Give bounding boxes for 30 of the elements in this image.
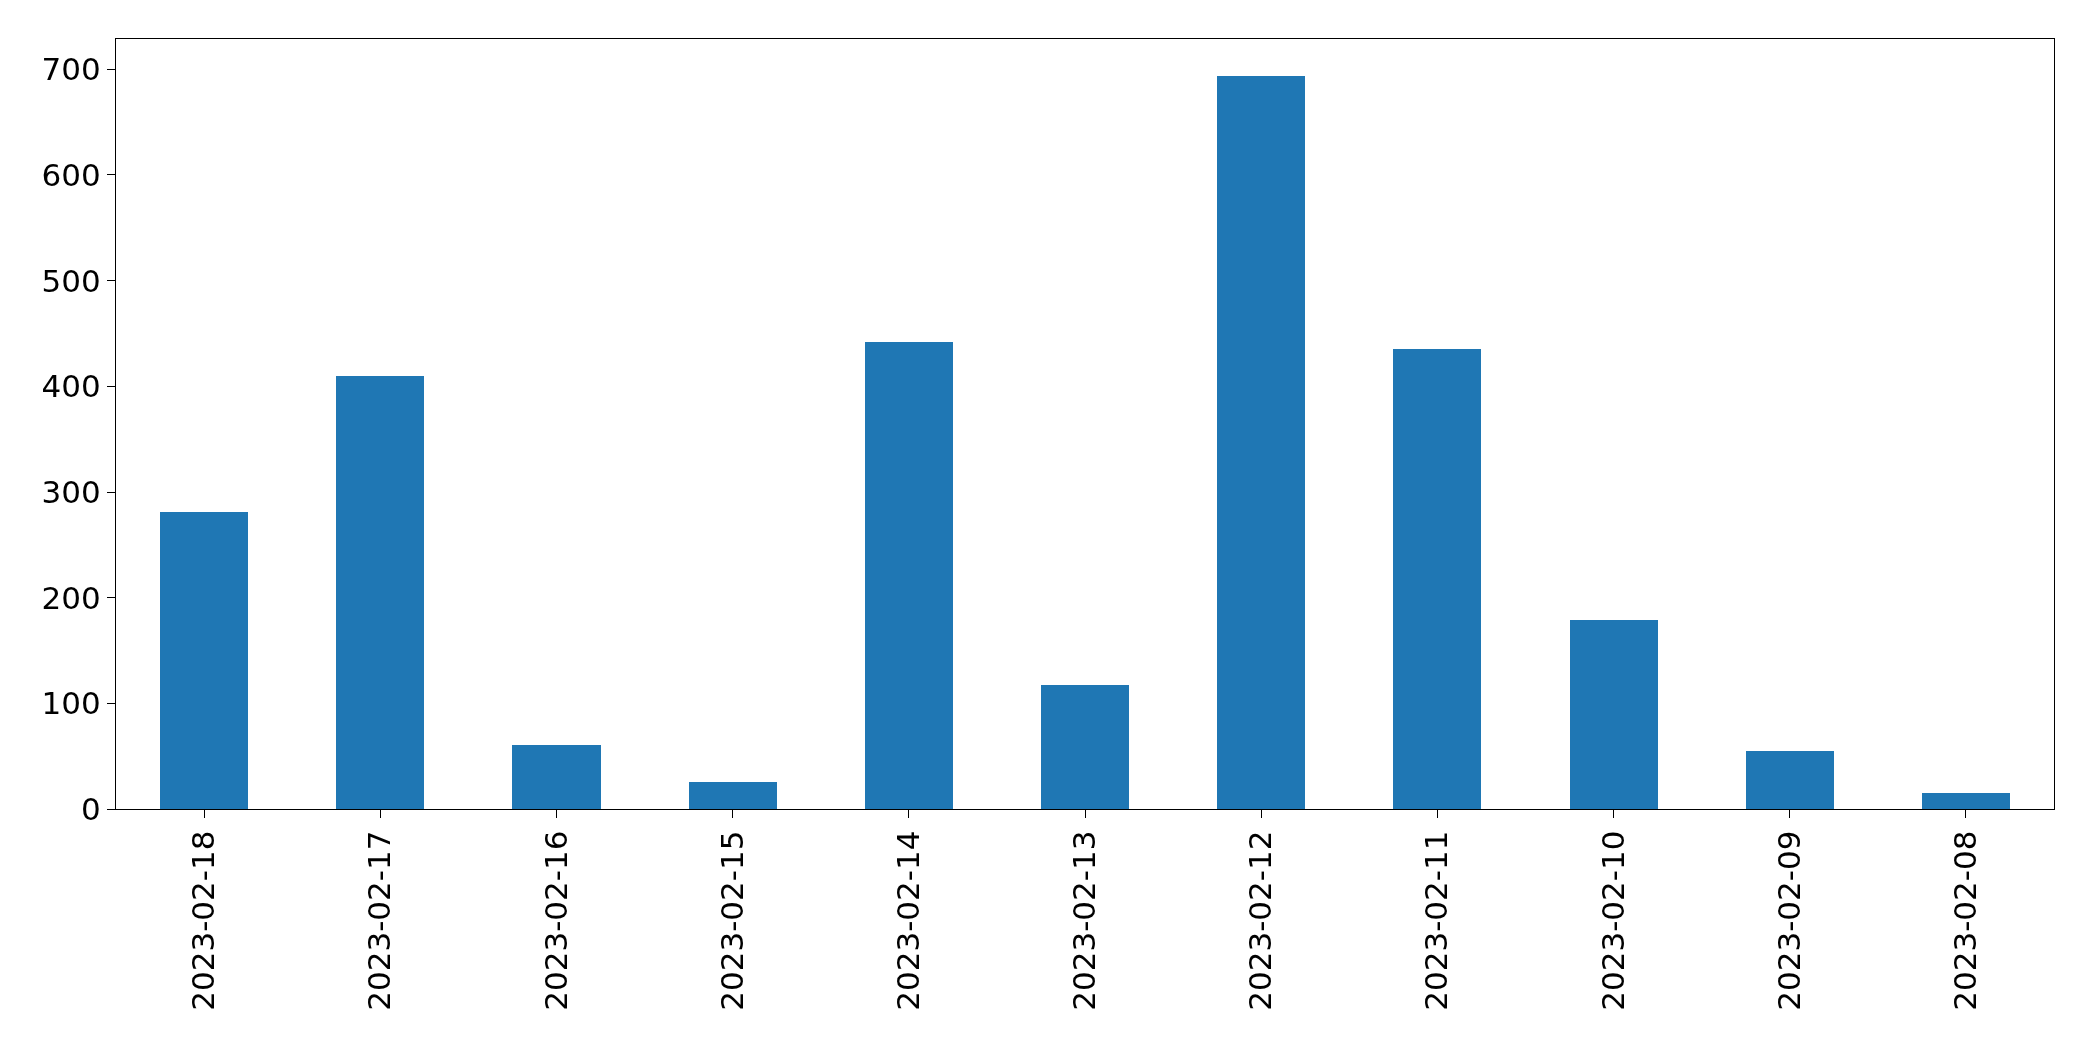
bar bbox=[689, 782, 777, 809]
bar bbox=[1217, 76, 1305, 809]
x-tick-label: 2023-02-13 bbox=[1066, 830, 1103, 1011]
bar bbox=[865, 342, 953, 809]
x-tick-label: 2023-02-12 bbox=[1242, 830, 1279, 1011]
x-tick-label: 2023-02-11 bbox=[1418, 830, 1455, 1011]
y-tick-label: 700 bbox=[41, 51, 101, 88]
x-tick-label: 2023-02-08 bbox=[1946, 830, 1983, 1011]
bar bbox=[1393, 349, 1481, 809]
x-tick-label: 2023-02-18 bbox=[185, 830, 222, 1011]
x-tick-label: 2023-02-15 bbox=[713, 830, 750, 1011]
y-tick-label: 500 bbox=[41, 262, 101, 299]
bar bbox=[336, 376, 424, 809]
bar bbox=[1041, 685, 1129, 809]
x-tick-label: 2023-02-16 bbox=[537, 830, 574, 1011]
bar bbox=[160, 512, 248, 809]
bar bbox=[1746, 751, 1834, 809]
bar bbox=[512, 745, 601, 809]
x-tick-label: 2023-02-10 bbox=[1594, 830, 1631, 1011]
y-tick-label: 200 bbox=[41, 579, 101, 616]
bar bbox=[1570, 620, 1658, 809]
x-tick-label: 2023-02-17 bbox=[361, 830, 398, 1011]
x-tick-label: 2023-02-09 bbox=[1770, 830, 1807, 1011]
y-tick-label: 0 bbox=[80, 790, 101, 827]
y-tick-label: 400 bbox=[41, 368, 101, 405]
x-tick-label: 2023-02-14 bbox=[889, 830, 926, 1011]
y-tick-label: 100 bbox=[41, 685, 101, 722]
y-tick-label: 600 bbox=[41, 156, 101, 193]
bar bbox=[1922, 793, 2010, 809]
y-tick-label: 300 bbox=[41, 473, 101, 510]
